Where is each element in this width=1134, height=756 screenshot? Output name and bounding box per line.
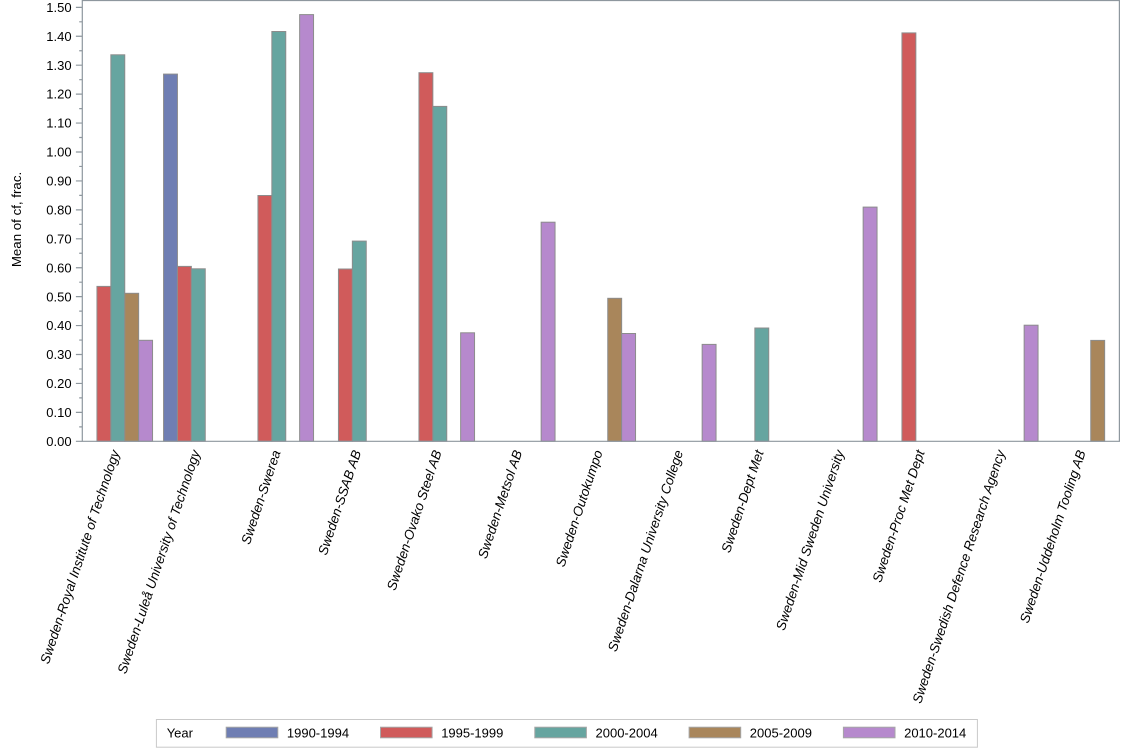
svg-text:0.30: 0.30 — [46, 347, 71, 362]
svg-text:1.00: 1.00 — [46, 145, 71, 160]
svg-text:0.00: 0.00 — [46, 434, 71, 449]
svg-text:1.30: 1.30 — [46, 58, 71, 73]
svg-text:1.50: 1.50 — [46, 0, 71, 15]
svg-text:2005-2009: 2005-2009 — [750, 726, 812, 741]
svg-text:1.40: 1.40 — [46, 29, 71, 44]
svg-text:0.50: 0.50 — [46, 289, 71, 304]
svg-text:0.20: 0.20 — [46, 376, 71, 391]
svg-text:1990-1994: 1990-1994 — [287, 726, 349, 741]
svg-text:0.90: 0.90 — [46, 174, 71, 189]
svg-text:Mean of cf, frac.: Mean of cf, frac. — [9, 172, 24, 267]
svg-text:0.70: 0.70 — [46, 231, 71, 246]
svg-text:0.10: 0.10 — [46, 405, 71, 420]
svg-text:2000-2004: 2000-2004 — [596, 726, 658, 741]
svg-text:1.10: 1.10 — [46, 116, 71, 131]
svg-text:0.40: 0.40 — [46, 318, 71, 333]
svg-text:0.60: 0.60 — [46, 260, 71, 275]
svg-text:0.80: 0.80 — [46, 202, 71, 217]
svg-text:1995-1999: 1995-1999 — [441, 726, 503, 741]
svg-text:2010-2014: 2010-2014 — [904, 726, 966, 741]
svg-text:Year: Year — [167, 726, 194, 741]
svg-text:1.20: 1.20 — [46, 87, 71, 102]
